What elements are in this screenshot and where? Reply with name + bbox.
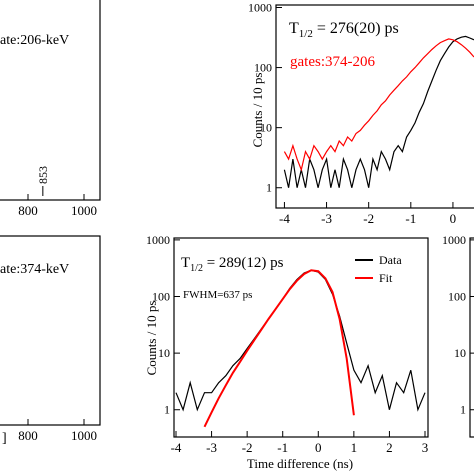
legend-label: Fit bbox=[379, 271, 393, 285]
half-life-annotation: T1/2 = 276(20) ps bbox=[289, 20, 399, 40]
y-tick-label: 10 bbox=[158, 346, 170, 360]
fwhm-label: FWHM=637 ps bbox=[183, 289, 252, 301]
data-line bbox=[283, 35, 474, 188]
plot-frame bbox=[275, 4, 474, 209]
value: = 276(20) ps bbox=[313, 20, 399, 37]
y-tick-label: 100 bbox=[152, 290, 170, 304]
y-tick-label: 10 bbox=[260, 121, 272, 135]
x-axis-label: Time difference (ns) bbox=[247, 456, 353, 471]
x-tick-label: -1 bbox=[277, 440, 288, 455]
plot-frame bbox=[0, 235, 101, 426]
x-tick-label: -4 bbox=[171, 440, 182, 455]
x-tick-label: 1000 bbox=[71, 428, 97, 443]
y-tick-label: 100 bbox=[448, 290, 466, 304]
data-line bbox=[283, 38, 474, 172]
gate-annotation: ate:374-keV bbox=[0, 262, 69, 277]
gate-annotation: ate:206-keV bbox=[0, 33, 69, 48]
x-tick-label: 1 bbox=[351, 440, 358, 455]
subscript: 1/2 bbox=[190, 263, 203, 274]
subscript: 1/2 bbox=[299, 28, 313, 40]
y-tick-label: 1 bbox=[164, 403, 170, 417]
plot-frame bbox=[469, 237, 474, 438]
plot-frame bbox=[0, 0, 101, 201]
symbol: T bbox=[289, 20, 299, 37]
y-axis-label: Counts / 10 ps bbox=[144, 301, 159, 376]
y-axis-label: Counts / 10 ps bbox=[250, 73, 265, 148]
x-tick-label: 3 bbox=[422, 440, 429, 455]
y-tick-label: 1 bbox=[266, 181, 272, 195]
y-tick-label: 1000 bbox=[146, 233, 170, 247]
plot-frame bbox=[173, 237, 429, 438]
y-tick-label: 100 bbox=[254, 61, 272, 75]
symbol: T bbox=[181, 255, 190, 271]
legend-label: Data bbox=[379, 253, 402, 267]
x-tick-label: -1 bbox=[405, 211, 416, 226]
x-tick-label: -3 bbox=[206, 440, 217, 455]
x-tick-label: 800 bbox=[18, 203, 38, 218]
x-tick-label: 800 bbox=[18, 428, 38, 443]
x-tick-label: -4 bbox=[279, 211, 290, 226]
value: = 289(12) ps bbox=[203, 255, 284, 271]
x-tick-label: 0 bbox=[450, 211, 457, 226]
y-tick-label: 10 bbox=[454, 346, 466, 360]
x-tick-label: 2 bbox=[386, 440, 393, 455]
peak-label: 853 bbox=[36, 166, 50, 184]
x-tick-label: -2 bbox=[242, 440, 253, 455]
data-line bbox=[203, 269, 355, 428]
x-tick-label: 0 bbox=[315, 440, 322, 455]
gate-label: gates:374-206 bbox=[290, 54, 375, 70]
half-life-annotation: T1/2 = 289(12) ps bbox=[181, 255, 284, 274]
y-tick-label: 1000 bbox=[442, 233, 466, 247]
axis-label-fragment: ] bbox=[2, 431, 7, 446]
y-tick-label: 1 bbox=[460, 403, 466, 417]
x-tick-label: -2 bbox=[363, 211, 374, 226]
x-tick-label: 1000 bbox=[71, 203, 97, 218]
x-tick-label: -3 bbox=[321, 211, 332, 226]
y-tick-label: 1000 bbox=[248, 0, 272, 14]
